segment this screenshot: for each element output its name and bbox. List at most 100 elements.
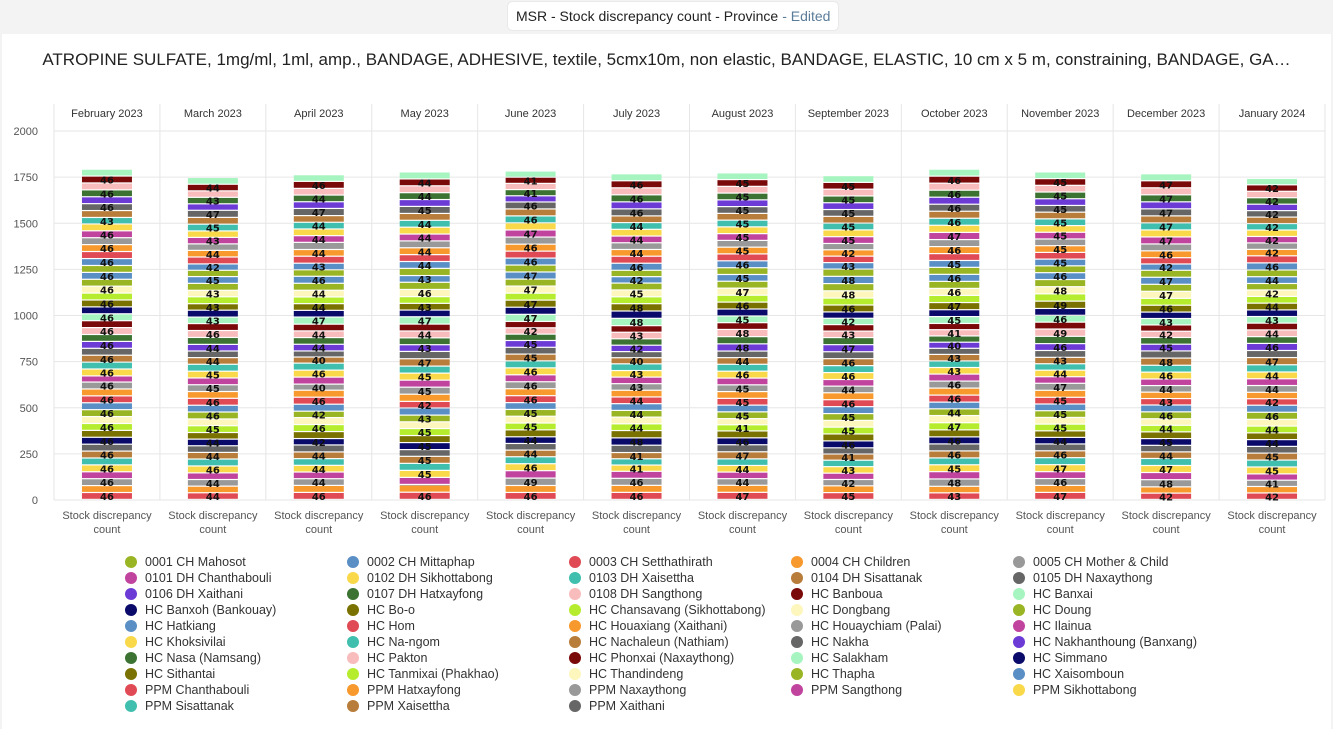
data-label: 46: [630, 478, 644, 489]
bar-segment: [1247, 270, 1298, 277]
bar-segment: [1247, 460, 1298, 467]
bar-segment: [1247, 224, 1298, 230]
legend-swatch: [791, 668, 803, 680]
legend-item[interactable]: HC Hom: [347, 619, 415, 633]
x-tick-label: count: [835, 524, 862, 536]
bar-segment: [187, 466, 238, 473]
legend-item[interactable]: PPM Sisattanak: [125, 699, 234, 713]
bar-segment: [611, 188, 662, 195]
data-label: 46: [630, 263, 644, 274]
legend-item[interactable]: 0102 DH Sikhottabong: [347, 571, 493, 585]
legend-item[interactable]: HC Ilainua: [1013, 619, 1091, 633]
bar-segment: [1035, 322, 1086, 329]
bar-segment: [187, 493, 238, 499]
bar-segment: [1141, 379, 1192, 385]
legend-item[interactable]: HC Banboua: [791, 587, 883, 601]
legend-item[interactable]: HC Dongbang: [791, 603, 890, 617]
legend-item[interactable]: HC Phonxai (Naxaythong): [569, 651, 734, 665]
legend-item[interactable]: HC Thandindeng: [569, 667, 683, 681]
bar-segment: [1035, 404, 1086, 411]
bar-segment: [187, 257, 238, 264]
legend-item[interactable]: 0106 DH Xaithani: [125, 587, 243, 601]
legend-item[interactable]: HC Banxoh (Bankouay): [125, 603, 276, 617]
legend-item[interactable]: HC Na-ngom: [347, 635, 440, 649]
data-label: 44: [630, 249, 644, 260]
bar-segment: [823, 467, 874, 473]
legend-item[interactable]: PPM Hatxayfong: [347, 683, 461, 697]
legend-item[interactable]: 0005 CH Mother & Child: [1013, 555, 1168, 569]
bar-segment: [399, 186, 450, 193]
bar-segment: [399, 290, 450, 297]
dashboard-item-title[interactable]: MSR - Stock discrepancy count - Province…: [508, 2, 839, 30]
legend-item[interactable]: HC Houaxiang (Xaithani): [569, 619, 727, 633]
bar-segment: [929, 336, 980, 342]
legend-item[interactable]: PPM Sangthong: [791, 683, 902, 697]
legend-swatch: [125, 556, 137, 568]
bar-segment: [823, 380, 874, 386]
legend-item[interactable]: PPM Xaisettha: [347, 699, 450, 713]
legend-item[interactable]: HC Nachaleun (Nathiam): [569, 635, 729, 649]
legend-item[interactable]: HC Pakton: [347, 651, 427, 665]
data-label: 45: [841, 236, 855, 247]
legend-item[interactable]: 0103 DH Xaisettha: [569, 571, 694, 585]
data-label: 46: [524, 395, 538, 406]
bar-segment: [823, 393, 874, 400]
data-label: 44: [1265, 329, 1279, 340]
legend-item[interactable]: 0108 DH Sangthong: [569, 587, 702, 601]
legend-item[interactable]: HC Chansavang (Sikhottabong): [569, 603, 766, 617]
bar-segment: [823, 196, 874, 203]
bar-segment: [611, 364, 662, 370]
legend-label: 0004 CH Children: [811, 555, 911, 569]
bar-segment: [1141, 312, 1192, 318]
legend-item[interactable]: 0004 CH Children: [791, 555, 910, 569]
legend-item[interactable]: 0107 DH Hatxayfong: [347, 587, 483, 601]
data-label: 45: [735, 247, 749, 258]
legend-item[interactable]: 0101 DH Chanthabouli: [125, 571, 271, 585]
bar-segment: [81, 252, 132, 258]
legend-item[interactable]: HC Thapha: [791, 667, 875, 681]
legend-item[interactable]: PPM Chanthabouli: [125, 683, 249, 697]
data-label: 44: [524, 450, 538, 461]
legend-item[interactable]: HC Bo-o: [347, 603, 415, 617]
legend-item[interactable]: 0002 CH Mittaphap: [347, 555, 475, 569]
bar-segment: [1035, 185, 1086, 192]
bar-segment: [1035, 479, 1086, 485]
bar-segment: [929, 402, 980, 409]
bar-segment: [1141, 344, 1192, 351]
bar-segment: [1247, 204, 1298, 211]
legend-item[interactable]: PPM Naxaythong: [569, 683, 686, 697]
legend-item[interactable]: PPM Sikhottabong: [1013, 683, 1137, 697]
data-label: 45: [524, 340, 538, 351]
bar-segment: [611, 352, 662, 358]
legend-item[interactable]: HC Sithantai: [125, 667, 215, 681]
bar-segment: [81, 472, 132, 479]
legend-item[interactable]: HC Nakhanthoung (Banxang): [1013, 635, 1197, 649]
legend-item[interactable]: HC Nakha: [791, 635, 869, 649]
legend-item[interactable]: HC Salakham: [791, 651, 888, 665]
legend-item[interactable]: HC Hatkiang: [125, 619, 216, 633]
legend-item[interactable]: HC Nasa (Namsang): [125, 651, 261, 665]
legend-item[interactable]: HC Houaychiam (Palai): [791, 619, 942, 633]
bar-segment: [929, 303, 980, 310]
legend-item[interactable]: 0001 CH Mahosot: [125, 555, 246, 569]
column-header: February 2023: [71, 108, 143, 120]
bar-segment: [293, 324, 344, 331]
legend-swatch: [347, 636, 359, 648]
legend-item[interactable]: HC Banxai: [1013, 587, 1093, 601]
x-tick-label: Stock discrepancy: [804, 510, 894, 522]
legend-item[interactable]: PPM Xaithani: [569, 699, 665, 713]
data-label: 47: [312, 208, 326, 219]
data-label: 45: [947, 316, 961, 327]
legend-item[interactable]: 0104 DH Sisattanak: [791, 571, 922, 585]
legend-item[interactable]: HC Xaisombou​n: [1013, 667, 1124, 681]
bar-segment: [293, 263, 344, 270]
legend-item[interactable]: 0105 DH Naxaythong: [1013, 571, 1153, 585]
legend-item[interactable]: HC Doung: [1013, 603, 1091, 617]
legend-item[interactable]: 0003 CH Setthathirath: [569, 555, 713, 569]
legend-item[interactable]: HC Simmano: [1013, 651, 1107, 665]
legend-item[interactable]: HC Khoksivilai: [125, 635, 226, 649]
bar-segment: [1247, 310, 1298, 316]
bar-segment: [399, 338, 450, 345]
legend-item[interactable]: HC Tanmixai (Phakhao): [347, 667, 499, 681]
bar-segment: [929, 317, 980, 323]
